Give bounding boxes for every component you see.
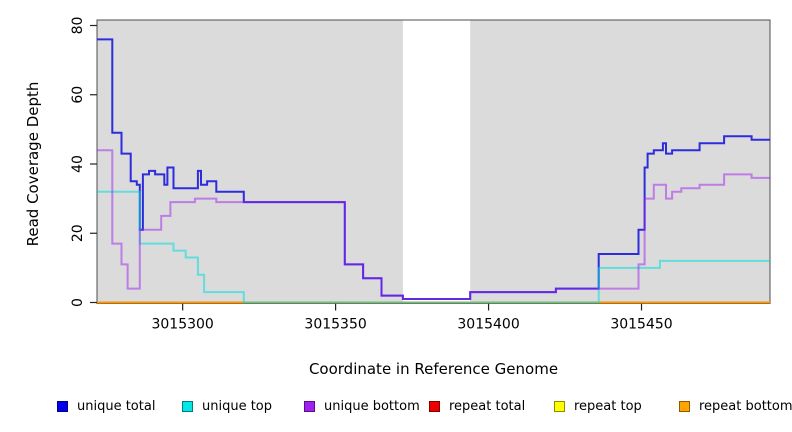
y-tick-label: 80	[70, 17, 86, 35]
x-tick-label: 3015400	[457, 317, 519, 333]
legend-swatch-icon	[182, 401, 193, 412]
legend-label: repeat total	[449, 399, 526, 414]
legend-label: unique top	[202, 399, 273, 414]
x-tick-label: 3015300	[151, 317, 213, 333]
legend-label: repeat bottom	[699, 399, 792, 414]
legend-swatch-icon	[679, 401, 690, 412]
y-tick-label: 60	[70, 86, 86, 104]
y-tick-label: 40	[70, 155, 86, 173]
y-axis-label: Read Coverage Depth	[24, 81, 42, 247]
chart-legend: unique total unique top unique bottom repea…	[0, 399, 792, 423]
y-tick-label: 20	[70, 224, 86, 242]
legend-item-repeat-total: repeat total	[429, 399, 525, 414]
legend-label: unique bottom	[324, 399, 420, 414]
series-line-unique-top	[97, 190, 770, 304]
x-tick-label: 3015450	[610, 317, 672, 333]
legend-item-repeat-bottom: repeat bottom	[679, 399, 792, 414]
legend-label: unique total	[77, 399, 156, 414]
masked-region	[402, 20, 471, 304]
legend-item-unique-bottom: unique bottom	[304, 399, 420, 414]
y-tick-label: 0	[70, 298, 86, 307]
legend-item-repeat-top: repeat top	[554, 399, 642, 414]
legend-item-unique-top: unique top	[182, 399, 272, 414]
legend-label: repeat top	[574, 399, 642, 414]
legend-swatch-icon	[57, 401, 68, 412]
x-tick-label: 3015350	[304, 317, 366, 333]
legend-swatch-icon	[429, 401, 440, 412]
legend-swatch-icon	[304, 401, 315, 412]
legend-item-unique-total: unique total	[57, 399, 155, 414]
x-axis-label: Coordinate in Reference Genome	[308, 360, 559, 378]
legend-swatch-icon	[554, 401, 565, 412]
series-line-unique-bottom	[97, 149, 770, 300]
